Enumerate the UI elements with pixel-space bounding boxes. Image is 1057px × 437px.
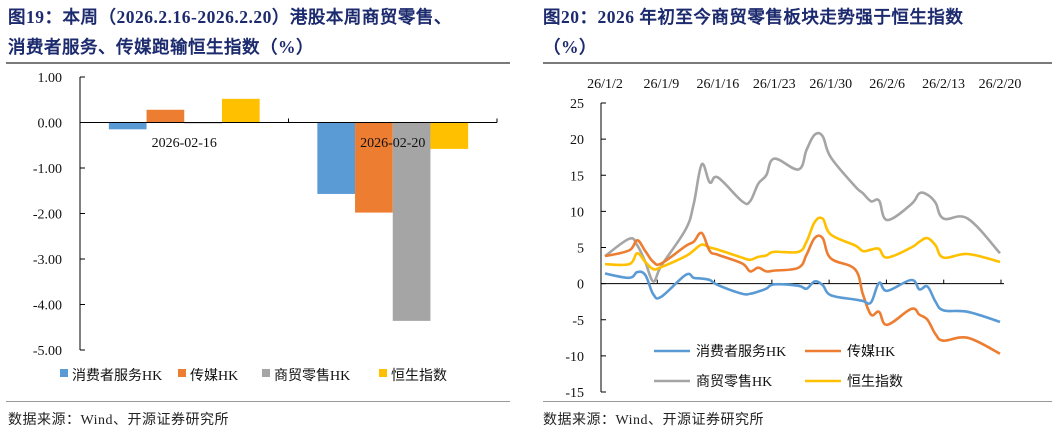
left-title-line2: 消费者服务、传媒跑输恒生指数（%） [8, 37, 314, 57]
legend-swatch [262, 369, 270, 377]
line-x-tick-label: 26/1/23 [753, 77, 796, 92]
left-chart-title: 图19：本周（2026.2.16-2026.2.20）港股本周商贸零售、 消费者… [8, 2, 452, 62]
bar-y-tick-label: -2.00 [33, 208, 62, 223]
line-y-tick-label: 10 [570, 205, 584, 220]
bar-y-tick-label: 0.00 [38, 117, 63, 132]
line-series-消费者服务HK [604, 270, 1001, 324]
bar-传媒HK [355, 122, 393, 213]
bar-消费者服务HK [108, 122, 147, 130]
right-bottom-divider [543, 401, 1052, 402]
right-source-note: 数据来源：Wind、开源证券研究所 [543, 413, 765, 428]
line-series-商贸零售HK [604, 131, 1001, 283]
bar-商贸零售HK [392, 122, 431, 321]
right-title-line2: （%） [543, 37, 597, 57]
line-y-tick-label: -15 [565, 386, 584, 401]
line-series-恒生指数 [604, 216, 1001, 271]
line-y-tick-label: 5 [577, 242, 584, 257]
bar-y-tick-label: -5.00 [33, 344, 62, 359]
line-y-tick-label: 20 [570, 133, 584, 148]
left-title-line1: 图19：本周（2026.2.16-2026.2.20）港股本周商贸零售、 [8, 7, 452, 27]
right-top-divider [543, 62, 1052, 64]
legend-label: 恒生指数 [391, 368, 447, 384]
legend-label: 传媒HK [847, 344, 895, 360]
line-series-传媒HK [604, 231, 1001, 355]
bar-恒生指数 [221, 98, 260, 123]
right-chart-title: 图20：2026 年初至今商贸零售板块走势强于恒生指数 （%） [543, 2, 963, 62]
legend-label: 传媒HK [190, 368, 238, 384]
line-y-tick-label: 25 [570, 97, 584, 112]
bar-y-tick-label: -4.00 [33, 299, 62, 314]
bar-y-tick-label: -3.00 [33, 253, 62, 268]
line-y-tick-label: -10 [565, 350, 584, 365]
line-x-tick-label: 26/1/16 [696, 77, 739, 92]
line-x-tick-label: 26/1/30 [809, 77, 852, 92]
left-source-note: 数据来源：Wind、开源证券研究所 [8, 413, 230, 428]
bar-传媒HK [146, 109, 185, 123]
legend-swatch [379, 369, 387, 377]
bar-y-tick-label: 1.00 [38, 71, 63, 86]
line-x-tick-label: 26/1/2 [587, 77, 623, 92]
bar-消费者服务HK [317, 122, 356, 194]
bar-y-tick-label: -1.00 [33, 162, 62, 177]
legend-swatch [178, 369, 186, 377]
legend-swatch [60, 369, 68, 377]
legend-label: 商贸零售HK [696, 374, 772, 390]
line-y-tick-label: 0 [577, 278, 584, 293]
line-x-tick-label: 26/2/20 [979, 77, 1022, 92]
legend-label: 商贸零售HK [274, 368, 350, 384]
bar-恒生指数 [430, 122, 469, 149]
line-y-tick-label: -5 [572, 314, 584, 329]
line-x-tick-label: 26/2/13 [922, 77, 965, 92]
line-x-tick-label: 26/1/9 [644, 77, 680, 92]
line-x-tick-label: 26/2/6 [869, 77, 905, 92]
line-y-tick-label: 15 [570, 169, 584, 184]
right-title-line1: 图20：2026 年初至今商贸零售板块走势强于恒生指数 [543, 7, 964, 27]
legend-label: 恒生指数 [847, 374, 903, 390]
left-top-divider [6, 62, 510, 64]
left-bottom-divider [6, 401, 510, 402]
legend-label: 消费者服务HK [72, 368, 162, 384]
legend-label: 消费者服务HK [696, 344, 786, 360]
bar-category-label: 2026-02-20 [360, 136, 425, 151]
bar-category-label: 2026-02-16 [152, 136, 217, 151]
